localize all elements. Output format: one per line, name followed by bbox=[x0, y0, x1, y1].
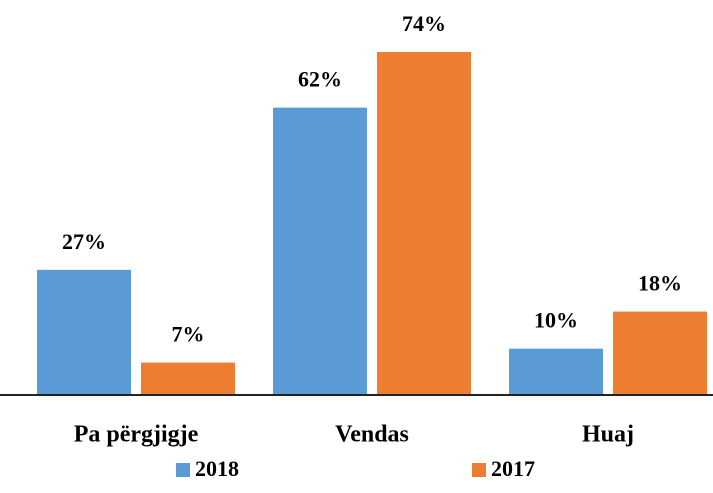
data-label: 74% bbox=[402, 11, 446, 36]
data-label: 62% bbox=[298, 67, 342, 92]
bar bbox=[273, 107, 367, 396]
bar bbox=[141, 362, 235, 395]
data-label: 7% bbox=[172, 322, 205, 347]
legend-label: 2017 bbox=[491, 456, 535, 481]
data-label: 10% bbox=[534, 308, 578, 333]
data-label: 18% bbox=[638, 271, 682, 296]
bar bbox=[37, 269, 131, 395]
legend-label: 2018 bbox=[195, 456, 239, 481]
data-label: 27% bbox=[62, 229, 106, 254]
legend-swatch bbox=[472, 463, 486, 477]
bar bbox=[613, 311, 707, 395]
x-tick-label: Vendas bbox=[335, 422, 409, 448]
x-tick-label: Pa përgjigje bbox=[74, 422, 199, 448]
bar bbox=[377, 52, 471, 395]
x-tick-label: Huaj bbox=[582, 422, 634, 448]
bar bbox=[509, 348, 603, 395]
legend-swatch bbox=[176, 463, 190, 477]
